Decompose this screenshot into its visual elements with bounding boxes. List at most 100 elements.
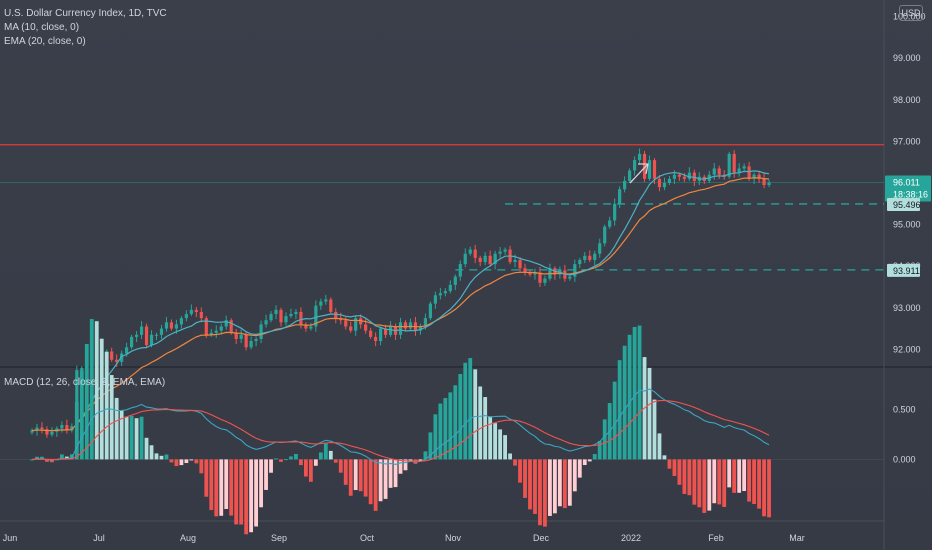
candle-body <box>583 255 587 260</box>
macd-histogram-bar <box>587 459 592 462</box>
macd-histogram-bar <box>463 362 468 460</box>
macd-histogram-bar <box>99 338 104 460</box>
candle-body <box>344 320 348 327</box>
macd-histogram-bar <box>473 369 478 460</box>
macd-histogram-bar <box>508 453 512 460</box>
macd-histogram-bar <box>647 367 652 460</box>
time-tick-label: Dec <box>533 533 550 543</box>
ema-line <box>31 177 770 432</box>
macd-histogram-bar <box>592 454 597 460</box>
currency-button[interactable]: USD <box>899 5 923 21</box>
macd-histogram-bar <box>717 459 722 505</box>
macd-histogram-bar <box>602 419 607 460</box>
support-price-label: 93.911 <box>893 266 920 276</box>
candle-body <box>662 183 667 188</box>
macd-line <box>31 388 770 465</box>
candle-body <box>727 153 731 177</box>
candle-body <box>418 326 423 331</box>
candle-body <box>433 295 437 304</box>
macd-histogram-bar <box>353 459 358 491</box>
macd-histogram-bar <box>284 459 288 461</box>
macd-histogram-bar <box>727 459 732 488</box>
candle-body <box>503 249 507 252</box>
macd-histogram-bar <box>513 459 517 466</box>
candle-body <box>712 168 716 175</box>
candle-body <box>737 168 741 173</box>
candle-body <box>598 243 602 254</box>
candle-body <box>334 311 338 319</box>
macd-histogram-bar <box>448 392 453 460</box>
candle-body <box>578 259 582 265</box>
time-tick-label: Aug <box>180 533 196 543</box>
macd-histogram-bar <box>269 459 273 473</box>
macd-histogram-bar <box>518 459 522 483</box>
macd-histogram-bar <box>737 459 742 493</box>
macd-histogram-bar <box>612 381 617 460</box>
candle-body <box>115 359 119 362</box>
candle-body <box>637 153 642 161</box>
candle-body <box>533 272 537 275</box>
price-tick-label: 92.000 <box>893 344 921 354</box>
macd-histogram-bar <box>244 459 249 535</box>
macd-histogram-bar <box>348 459 353 496</box>
macd-histogram-bar <box>453 385 458 460</box>
candle-body <box>154 334 159 336</box>
candle-body <box>623 180 627 190</box>
support-price-tag <box>887 197 920 211</box>
macd-histogram-bar <box>423 451 428 460</box>
candle-body <box>40 427 44 430</box>
macd-histogram-bar <box>458 374 463 460</box>
candle-body <box>642 153 647 179</box>
candle-body <box>403 322 408 329</box>
macd-histogram-bar <box>169 459 174 463</box>
candle-body <box>588 255 592 260</box>
candle-body <box>269 314 273 321</box>
candle-body <box>388 326 393 335</box>
candle-body <box>125 347 129 354</box>
candle-body <box>762 178 766 186</box>
candle-body <box>573 264 577 277</box>
macd-histogram-bar <box>657 433 662 460</box>
candle-body <box>628 170 632 181</box>
candle-body <box>438 293 442 296</box>
candle-body <box>174 324 179 329</box>
macd-histogram-bar <box>154 453 159 460</box>
macd-histogram-bar <box>50 459 54 463</box>
candle-body <box>752 174 756 179</box>
candle-body <box>224 320 228 327</box>
macd-histogram-bar <box>483 397 488 460</box>
candle-body <box>603 226 607 244</box>
macd-histogram-bar <box>712 459 717 504</box>
macd-histogram-bar <box>239 459 244 525</box>
macd-histogram-bar <box>433 414 438 460</box>
candle-body <box>657 178 662 188</box>
macd-legend[interactable]: MACD (12, 26, close, 9, EMA, EMA) <box>4 377 166 388</box>
macd-histogram-bar <box>543 459 547 527</box>
candle-body <box>374 336 378 342</box>
macd-histogram-bar <box>368 459 373 505</box>
macd-histogram-bar <box>752 459 756 504</box>
candle-body <box>110 351 114 360</box>
macd-histogram-bar <box>94 321 99 460</box>
candle-body <box>299 311 303 325</box>
ma-line <box>76 170 770 424</box>
macd-histogram-bar <box>627 334 632 460</box>
candle-body <box>513 259 517 263</box>
candle-body <box>652 160 657 179</box>
macd-histogram-bar <box>199 459 204 474</box>
ema-legend[interactable]: EMA (20, close, 0) <box>4 36 86 47</box>
candle-body <box>618 189 622 204</box>
macd-histogram-bar <box>313 459 318 466</box>
candle-body <box>518 259 522 269</box>
macd-histogram-bar <box>59 454 64 460</box>
macd-histogram-bar <box>219 459 224 516</box>
candle-body <box>45 429 49 435</box>
ma-legend[interactable]: MA (10, close, 0) <box>4 22 80 33</box>
macd-histogram-bar <box>338 459 343 473</box>
candle-body <box>229 320 233 333</box>
macd-histogram-bar <box>742 459 747 492</box>
macd-histogram-bar <box>553 459 557 514</box>
time-tick-label: 2022 <box>621 533 641 543</box>
